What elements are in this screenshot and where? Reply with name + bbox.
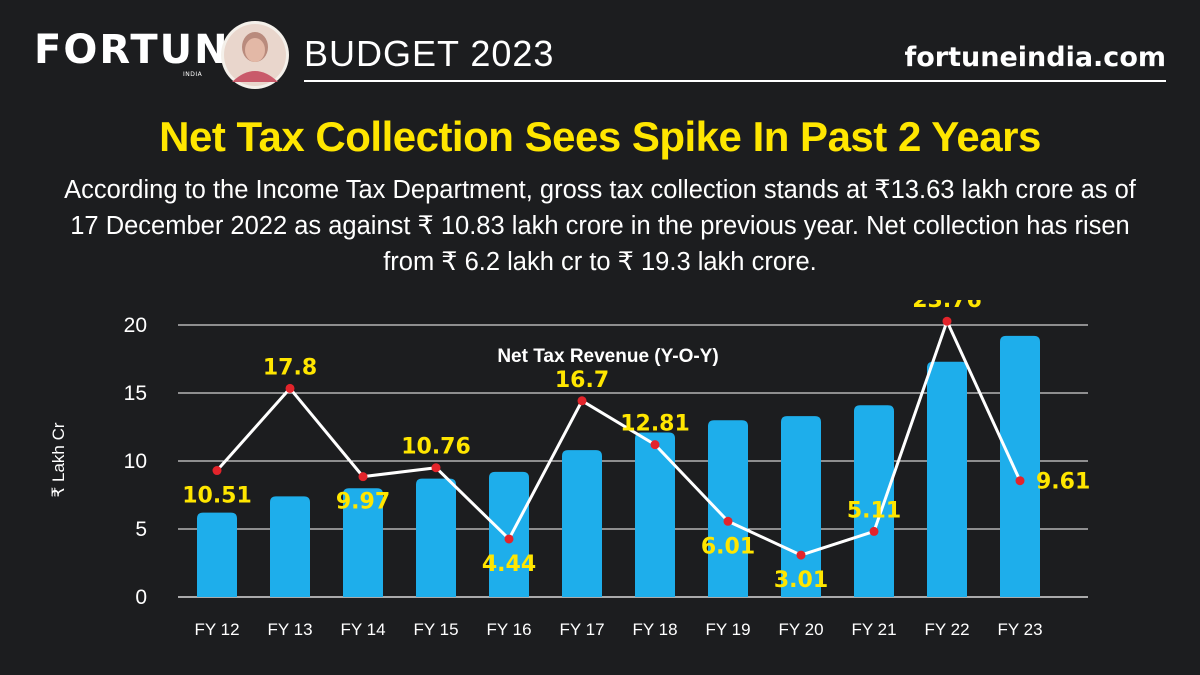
bar	[854, 405, 894, 597]
y-tick-label: 15	[124, 382, 147, 405]
x-tick-label: FY 22	[924, 620, 969, 639]
y-tick-label: 0	[135, 586, 147, 609]
header: FORTUNE INDIA BUDGET 2023 fortuneindia.c…	[0, 0, 1200, 100]
line-point	[942, 316, 952, 326]
bar	[635, 432, 675, 597]
data-label: 16.7	[555, 368, 609, 393]
growth-line	[215, 319, 1022, 557]
line-point	[869, 526, 879, 536]
x-tick-label: FY 19	[705, 620, 750, 639]
line-point	[212, 466, 222, 476]
brand-sub: INDIA	[183, 71, 203, 78]
bar	[343, 488, 383, 597]
bar	[708, 420, 748, 597]
y-axis-title: ₹ Lakh Cr	[49, 422, 68, 497]
x-tick-label: FY 13	[267, 620, 312, 639]
brand-logo: FORTUNE	[34, 27, 259, 73]
x-tick-label: FY 15	[413, 620, 458, 639]
data-label: 9.61	[1036, 470, 1090, 495]
bar	[270, 496, 310, 597]
data-label: 10.51	[182, 484, 252, 509]
x-tick-label: FY 14	[340, 620, 385, 639]
bar	[1000, 335, 1040, 597]
labels: 0 5 10 15 20 ₹ Lakh Cr Net Tax Revenue (Y-O-Y)…	[49, 300, 1090, 639]
y-tick-label: 20	[124, 314, 147, 337]
subtitle: According to the Income Tax Department, …	[64, 176, 1136, 276]
x-tick-label: FY 21	[851, 620, 896, 639]
x-tick-label: FY 16	[486, 620, 531, 639]
x-tick-label: FY 23	[997, 620, 1042, 639]
x-tick-label: FY 12	[194, 620, 239, 639]
headline: Net Tax Collection Sees Spike In Past 2 …	[159, 113, 1041, 160]
data-label: 5.11	[847, 498, 901, 523]
edition-label: BUDGET 2023	[304, 33, 555, 74]
data-label: 4.44	[482, 552, 536, 577]
bar	[197, 512, 237, 597]
x-tick-label: FY 18	[632, 620, 677, 639]
bar	[927, 361, 967, 597]
line-point	[650, 440, 660, 450]
chart: 0 5 10 15 20 ₹ Lakh Cr Net Tax Revenue (Y-O-Y)…	[49, 300, 1090, 639]
x-tick-label: FY 20	[778, 620, 823, 639]
bar-series	[197, 335, 1040, 597]
line-point	[431, 463, 441, 473]
line-series	[212, 316, 1025, 560]
y-tick-label: 5	[135, 518, 147, 541]
data-label: 17.8	[263, 355, 317, 380]
line-point	[577, 396, 587, 406]
header-divider	[304, 80, 1166, 82]
chart-title: Net Tax Revenue (Y-O-Y)	[497, 346, 718, 367]
data-label: 3.01	[774, 568, 828, 593]
data-label: 12.81	[620, 412, 690, 437]
data-label: 9.97	[336, 490, 390, 515]
bar	[562, 450, 602, 597]
line-point	[504, 534, 514, 544]
portrait-icon	[221, 21, 289, 89]
x-tick-label: FY 17	[559, 620, 604, 639]
line-point	[358, 472, 368, 482]
data-label: 23.76	[912, 300, 982, 313]
y-tick-label: 10	[124, 450, 147, 473]
data-label: 10.76	[401, 435, 471, 460]
data-label: 6.01	[701, 534, 755, 559]
site-url: fortuneindia.com	[904, 42, 1167, 73]
bar	[489, 471, 529, 597]
line-point	[1015, 476, 1025, 486]
line-point	[796, 550, 806, 560]
line-point	[285, 383, 295, 393]
line-point	[723, 516, 733, 526]
bar	[416, 478, 456, 597]
